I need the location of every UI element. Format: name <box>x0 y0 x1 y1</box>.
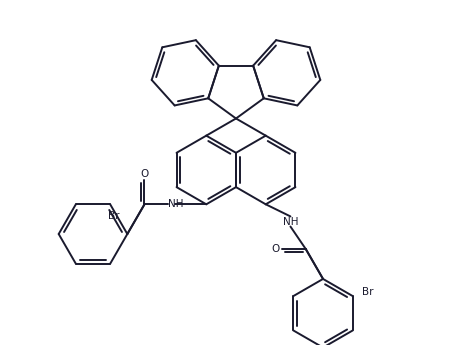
Text: Br: Br <box>362 287 374 297</box>
Text: O: O <box>140 169 149 179</box>
Text: NH: NH <box>283 218 298 227</box>
Text: Br: Br <box>109 211 120 221</box>
Text: O: O <box>271 244 280 254</box>
Text: NH: NH <box>168 199 183 209</box>
